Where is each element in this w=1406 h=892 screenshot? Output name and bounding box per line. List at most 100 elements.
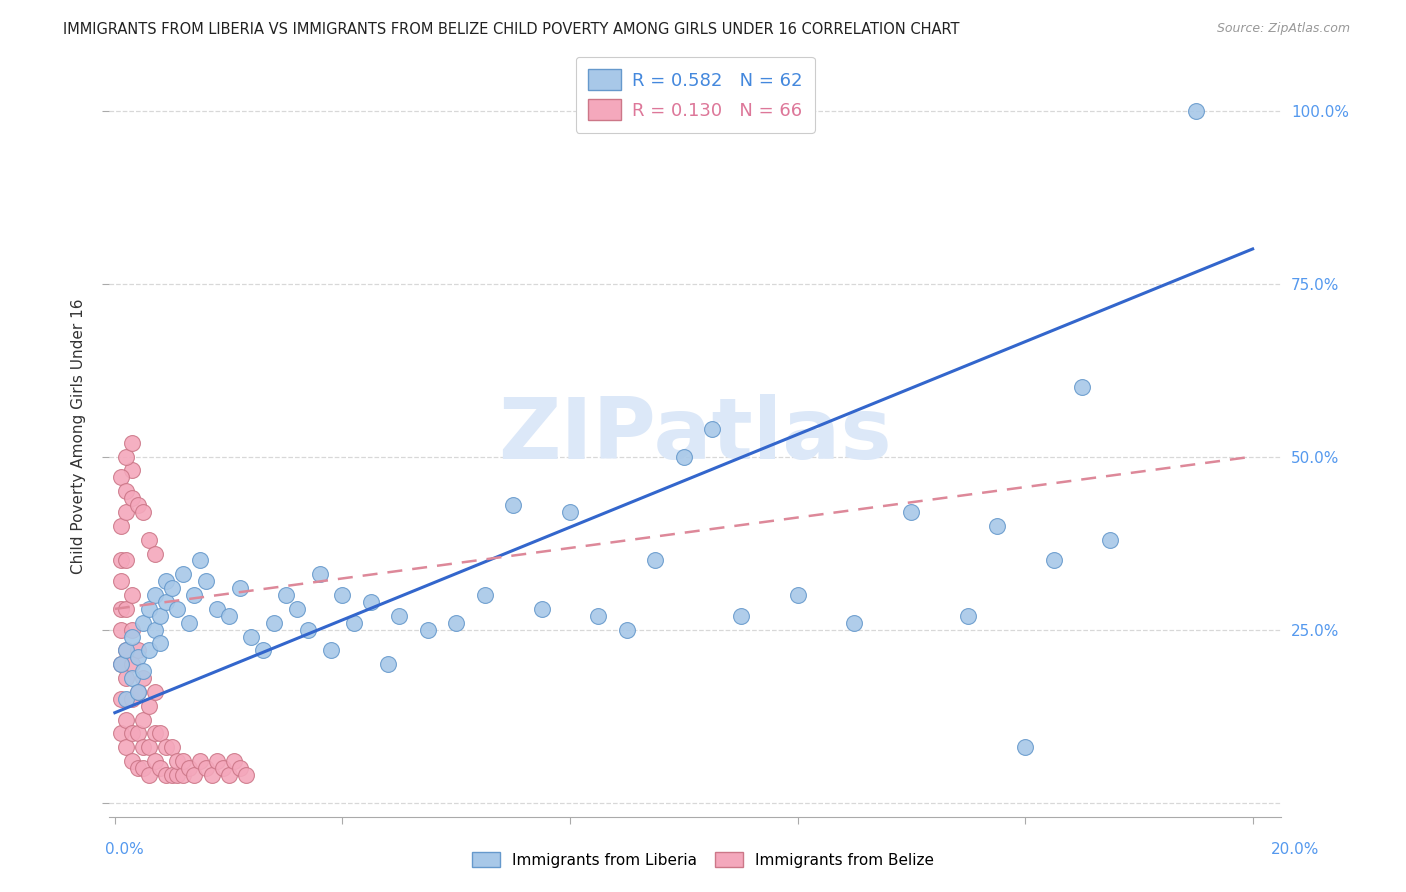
Point xyxy=(218,768,240,782)
Point xyxy=(110,623,132,637)
Point xyxy=(644,553,666,567)
Point xyxy=(207,602,229,616)
Point xyxy=(127,761,149,775)
Point xyxy=(132,713,155,727)
Point xyxy=(110,470,132,484)
Point xyxy=(786,588,808,602)
Point xyxy=(132,664,155,678)
Point xyxy=(319,643,342,657)
Point xyxy=(177,615,200,630)
Point xyxy=(115,553,138,567)
Text: IMMIGRANTS FROM LIBERIA VS IMMIGRANTS FROM BELIZE CHILD POVERTY AMONG GIRLS UNDE: IMMIGRANTS FROM LIBERIA VS IMMIGRANTS FR… xyxy=(63,22,960,37)
Point xyxy=(183,588,205,602)
Point xyxy=(285,602,308,616)
Point xyxy=(149,761,172,775)
Point xyxy=(360,595,382,609)
Point xyxy=(588,608,610,623)
Point xyxy=(110,726,132,740)
Y-axis label: Child Poverty Among Girls Under 16: Child Poverty Among Girls Under 16 xyxy=(72,298,86,574)
Point xyxy=(132,505,155,519)
Point xyxy=(252,643,274,657)
Point xyxy=(115,740,138,755)
Point xyxy=(672,450,695,464)
Point xyxy=(110,657,132,672)
Point xyxy=(110,691,132,706)
Point xyxy=(900,505,922,519)
Point xyxy=(121,463,143,477)
Point xyxy=(558,505,581,519)
Point xyxy=(138,643,160,657)
Point xyxy=(444,615,467,630)
Point xyxy=(143,726,166,740)
Point xyxy=(121,754,143,768)
Point xyxy=(149,726,172,740)
Point xyxy=(138,602,160,616)
Point xyxy=(160,740,183,755)
Point xyxy=(115,484,138,499)
Point xyxy=(138,740,160,755)
Point xyxy=(127,726,149,740)
Point xyxy=(207,754,229,768)
Point xyxy=(138,533,160,547)
Point xyxy=(229,581,252,595)
Point xyxy=(127,643,149,657)
Point xyxy=(115,713,138,727)
Text: ZIPatlas: ZIPatlas xyxy=(498,394,891,477)
Point xyxy=(132,740,155,755)
Point xyxy=(143,754,166,768)
Point xyxy=(138,768,160,782)
Point xyxy=(160,768,183,782)
Point xyxy=(132,761,155,775)
Point xyxy=(115,643,138,657)
Point xyxy=(110,553,132,567)
Point xyxy=(188,754,211,768)
Text: 0.0%: 0.0% xyxy=(105,842,145,856)
Point xyxy=(115,602,138,616)
Point xyxy=(172,754,194,768)
Point xyxy=(155,574,177,589)
Point xyxy=(127,685,149,699)
Point xyxy=(121,691,143,706)
Point xyxy=(343,615,366,630)
Point xyxy=(121,588,143,602)
Point xyxy=(132,671,155,685)
Text: Source: ZipAtlas.com: Source: ZipAtlas.com xyxy=(1216,22,1350,36)
Point xyxy=(110,574,132,589)
Point xyxy=(235,768,257,782)
Point xyxy=(200,768,222,782)
Point xyxy=(149,608,172,623)
Point xyxy=(155,768,177,782)
Point xyxy=(121,671,143,685)
Point xyxy=(121,435,143,450)
Point xyxy=(166,602,188,616)
Point xyxy=(121,623,143,637)
Legend: Immigrants from Liberia, Immigrants from Belize: Immigrants from Liberia, Immigrants from… xyxy=(465,846,941,873)
Point xyxy=(172,567,194,582)
Point xyxy=(172,768,194,782)
Point xyxy=(229,761,252,775)
Point xyxy=(194,574,217,589)
Point xyxy=(127,498,149,512)
Point xyxy=(183,768,205,782)
Point xyxy=(188,553,211,567)
Point xyxy=(274,588,297,602)
Point xyxy=(194,761,217,775)
Point xyxy=(121,657,143,672)
Point xyxy=(1014,740,1036,755)
Point xyxy=(110,657,132,672)
Point xyxy=(297,623,319,637)
Point xyxy=(160,581,183,595)
Point xyxy=(332,588,354,602)
Point xyxy=(115,505,138,519)
Point xyxy=(121,491,143,505)
Point xyxy=(143,547,166,561)
Point xyxy=(212,761,235,775)
Point xyxy=(143,623,166,637)
Point xyxy=(502,498,524,512)
Point xyxy=(110,602,132,616)
Point xyxy=(1099,533,1122,547)
Point xyxy=(166,768,188,782)
Point xyxy=(616,623,638,637)
Point xyxy=(149,636,172,650)
Point xyxy=(121,726,143,740)
